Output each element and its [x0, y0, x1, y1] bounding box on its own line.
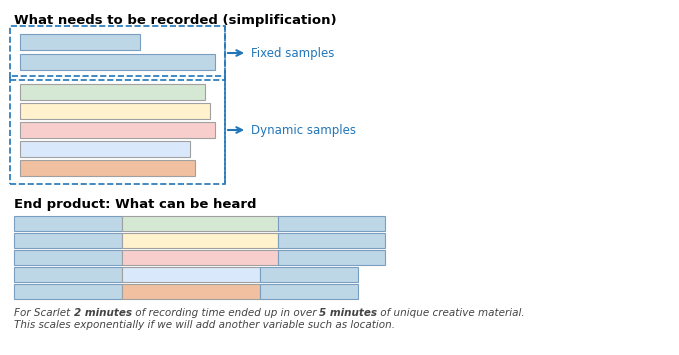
Bar — [260, 284, 358, 299]
Bar — [260, 267, 358, 282]
Bar — [20, 54, 215, 70]
Bar — [20, 103, 210, 119]
Text: For Scarlet: For Scarlet — [14, 308, 73, 318]
Bar — [10, 26, 225, 80]
Bar — [14, 216, 122, 231]
Bar — [122, 284, 260, 299]
Bar — [20, 34, 140, 50]
Bar — [20, 122, 215, 138]
Bar — [278, 216, 385, 231]
Bar — [278, 250, 385, 265]
Bar — [20, 84, 205, 100]
Bar — [14, 284, 122, 299]
Text: Fixed samples: Fixed samples — [251, 47, 334, 60]
Text: 5 minutes: 5 minutes — [319, 308, 378, 318]
Bar — [20, 141, 190, 157]
Bar — [14, 233, 122, 248]
Bar — [122, 216, 278, 231]
Bar — [122, 233, 278, 248]
Text: Dynamic samples: Dynamic samples — [251, 124, 356, 137]
Bar — [14, 267, 122, 282]
Bar — [14, 250, 122, 265]
Bar — [20, 160, 195, 176]
Text: 2 minutes: 2 minutes — [73, 308, 132, 318]
Text: End product: What can be heard: End product: What can be heard — [14, 198, 257, 211]
Text: What needs to be recorded (simplification): What needs to be recorded (simplificatio… — [14, 14, 337, 27]
Text: This scales exponentially if we will add another variable such as location.: This scales exponentially if we will add… — [14, 320, 395, 330]
Text: of recording time ended up in over: of recording time ended up in over — [132, 308, 319, 318]
Bar — [122, 250, 278, 265]
Bar — [122, 267, 260, 282]
Bar — [278, 233, 385, 248]
Bar — [10, 76, 225, 184]
Text: of unique creative material.: of unique creative material. — [378, 308, 525, 318]
